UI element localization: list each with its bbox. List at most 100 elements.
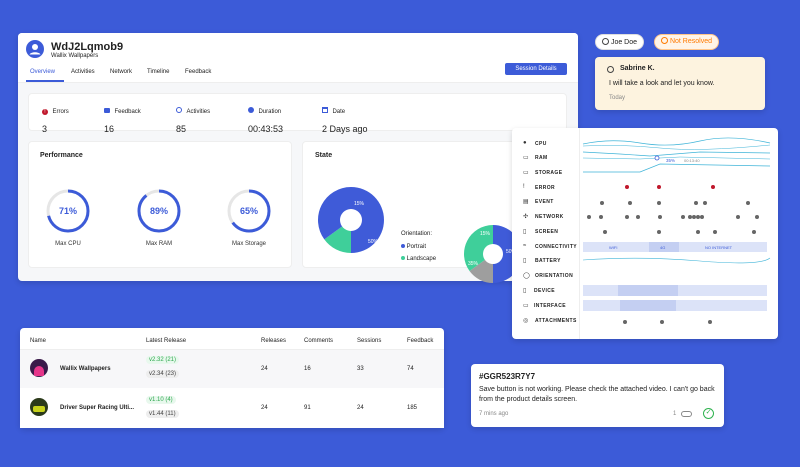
tab-overview[interactable]: Overview bbox=[30, 69, 56, 75]
event-dot[interactable] bbox=[600, 201, 604, 205]
event-dot[interactable] bbox=[657, 230, 661, 234]
timeline-row-icon: ◎ bbox=[523, 318, 529, 324]
device-bar-active bbox=[618, 285, 678, 296]
pie1-label-50: 50% bbox=[368, 239, 379, 245]
event-dot[interactable] bbox=[708, 320, 712, 324]
assignee-avatar-icon bbox=[602, 38, 609, 45]
event-dot[interactable] bbox=[657, 201, 661, 205]
error-event-dot[interactable] bbox=[657, 185, 661, 189]
tab-activities[interactable]: Activities bbox=[71, 69, 95, 75]
timeline-row-icon: ✣ bbox=[523, 214, 529, 220]
gauge-ram-arc bbox=[137, 189, 181, 233]
ram-marker bbox=[654, 155, 660, 161]
legend-landscape-label: Landscape bbox=[406, 256, 437, 262]
timeline-row-icon: ◯ bbox=[523, 273, 530, 279]
stat-feedback-label: Feedback bbox=[114, 109, 141, 115]
session-details-button[interactable]: Session Details bbox=[505, 63, 567, 75]
comment-time: Today bbox=[609, 95, 626, 101]
event-dot[interactable] bbox=[688, 215, 692, 219]
feedback-wallix: 74 bbox=[407, 366, 414, 372]
assignee-name: Joe Doe bbox=[610, 39, 638, 46]
timeline-row-label: DEVICE bbox=[534, 288, 556, 294]
user-avatar-icon bbox=[26, 40, 44, 58]
stat-activities: Activities 85 bbox=[176, 100, 210, 134]
attachment-icon bbox=[681, 411, 692, 417]
connectivity-4g-label: 4G bbox=[660, 245, 665, 250]
timeline-row-icon: ▤ bbox=[523, 199, 529, 205]
pie2-label-35: 35% bbox=[468, 261, 479, 267]
table-divider bbox=[20, 349, 444, 350]
timeline-row-label: NETWORK bbox=[535, 214, 564, 220]
stat-errors-label: Errors bbox=[52, 109, 69, 115]
feedback-icon bbox=[104, 108, 110, 113]
table-row[interactable] bbox=[20, 390, 444, 428]
ticket-id: #GGR523R7Y7 bbox=[479, 372, 536, 381]
event-dot[interactable] bbox=[755, 215, 759, 219]
app-name-wallix[interactable]: Wallix Wallpapers bbox=[60, 366, 111, 372]
timeline-row-icon: ▯ bbox=[523, 288, 527, 294]
event-dot[interactable] bbox=[692, 215, 696, 219]
legend-landscape-swatch bbox=[401, 256, 405, 260]
gauge-storage-value: 65% bbox=[240, 206, 258, 216]
event-dot[interactable] bbox=[660, 320, 664, 324]
timeline-row-icon: ≈ bbox=[523, 243, 527, 249]
status-chip[interactable]: Not Resolved bbox=[654, 34, 719, 50]
event-dot[interactable] bbox=[694, 201, 698, 205]
event-dot[interactable] bbox=[658, 215, 662, 219]
ram-line-2 bbox=[582, 156, 771, 160]
connectivity-none bbox=[679, 242, 767, 252]
gauge-ram-label: Max RAM bbox=[146, 241, 172, 247]
ram-line bbox=[582, 151, 771, 157]
event-dot[interactable] bbox=[700, 215, 704, 219]
calendar-icon bbox=[322, 107, 328, 113]
comments-wallix: 16 bbox=[304, 366, 311, 372]
event-dot[interactable] bbox=[599, 215, 603, 219]
event-dot[interactable] bbox=[623, 320, 627, 324]
error-event-dot[interactable] bbox=[625, 185, 629, 189]
connectivity-wifi bbox=[583, 242, 649, 252]
state-pie-1: 50% 15% bbox=[318, 187, 384, 253]
table-header-feedback: Feedback bbox=[407, 338, 434, 344]
event-dot[interactable] bbox=[696, 230, 700, 234]
table-header-sessions: Sessions bbox=[357, 338, 382, 344]
event-dot[interactable] bbox=[752, 230, 756, 234]
assignee-chip[interactable]: Joe Doe bbox=[595, 34, 645, 50]
gauge-cpu-value: 71% bbox=[59, 206, 77, 216]
error-event-dot[interactable] bbox=[711, 185, 715, 189]
status-text: Not Resolved bbox=[669, 38, 712, 45]
gauge-ram-value: 89% bbox=[150, 206, 168, 216]
timeline-row-label: ERROR bbox=[535, 185, 556, 191]
event-dot[interactable] bbox=[603, 230, 607, 234]
timeline-row-icon: ▯ bbox=[523, 258, 527, 264]
comment-card: Sabrine K. I will take a look and let yo… bbox=[595, 57, 765, 110]
stat-date-label: Date bbox=[332, 109, 346, 115]
ticket-attachment-count: 1 bbox=[673, 411, 677, 417]
tab-network[interactable]: Network bbox=[110, 69, 133, 75]
timeline-separator bbox=[579, 128, 580, 339]
releases-wallix: 24 bbox=[261, 366, 268, 372]
cpu-line-2 bbox=[582, 144, 771, 150]
event-dot[interactable] bbox=[625, 215, 629, 219]
event-dot[interactable] bbox=[681, 215, 685, 219]
timeline-row-label: INTERFACE bbox=[534, 303, 566, 309]
event-dot[interactable] bbox=[736, 215, 740, 219]
tab-overview-underline bbox=[26, 80, 64, 82]
app-name-driver[interactable]: Driver Super Racing Ulti... bbox=[60, 405, 135, 411]
stats-bar bbox=[28, 93, 567, 131]
sessions-driver: 24 bbox=[357, 405, 364, 411]
sessions-wallix: 33 bbox=[357, 366, 364, 372]
event-dot[interactable] bbox=[628, 201, 632, 205]
table-row[interactable] bbox=[20, 350, 444, 388]
event-dot[interactable] bbox=[746, 201, 750, 205]
stat-duration-label: Duration bbox=[258, 109, 282, 115]
event-dot[interactable] bbox=[703, 201, 707, 205]
event-dot[interactable] bbox=[696, 215, 700, 219]
resolved-check-icon[interactable]: ✓ bbox=[703, 408, 714, 419]
tab-timeline[interactable]: Timeline bbox=[147, 69, 170, 75]
event-dot[interactable] bbox=[713, 230, 717, 234]
legend-landscape: Landscape bbox=[401, 256, 436, 262]
event-dot[interactable] bbox=[636, 215, 640, 219]
event-dot[interactable] bbox=[587, 215, 591, 219]
stat-date: Date 2 Days ago bbox=[322, 100, 368, 134]
tab-feedback[interactable]: Feedback bbox=[185, 69, 212, 75]
